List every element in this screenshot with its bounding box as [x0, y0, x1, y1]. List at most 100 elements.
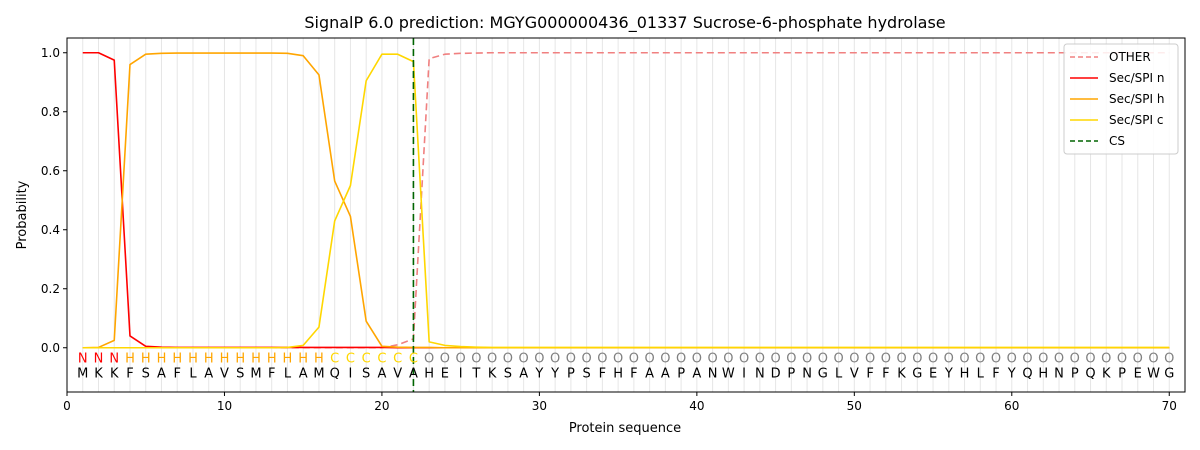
region-label: O	[818, 352, 828, 367]
region-label: O	[975, 352, 985, 367]
residue-letter: N	[755, 366, 765, 381]
residue-letter: I	[742, 366, 746, 381]
region-label: H	[251, 352, 261, 367]
residue-letter: P	[677, 366, 685, 381]
region-label: O	[1022, 352, 1032, 367]
region-label: O	[928, 352, 938, 367]
residue-letter: L	[835, 366, 843, 381]
region-label: O	[1085, 352, 1095, 367]
residue-letter: G	[1164, 366, 1174, 381]
residue-letter: N	[708, 366, 718, 381]
x-tick-label: 50	[847, 399, 862, 413]
region-label: C	[346, 352, 355, 367]
region-label: O	[613, 352, 623, 367]
residue-letter: P	[567, 366, 575, 381]
residue-letter: P	[787, 366, 795, 381]
residue-letter: P	[1071, 366, 1079, 381]
region-label: N	[94, 352, 104, 367]
region-label: O	[707, 352, 717, 367]
region-label: O	[912, 352, 922, 367]
region-label: C	[362, 352, 371, 367]
region-label: O	[534, 352, 544, 367]
region-label: O	[944, 352, 954, 367]
region-label: H	[298, 352, 308, 367]
region-label: N	[78, 352, 88, 367]
region-label: H	[267, 352, 277, 367]
region-label: C	[393, 352, 402, 367]
region-label: C	[330, 352, 339, 367]
region-label: H	[172, 352, 182, 367]
chart-title: SignalP 6.0 prediction: MGYG000000436_01…	[304, 13, 945, 33]
x-tick-label: 10	[217, 399, 232, 413]
residue-letter: Q	[1085, 366, 1095, 381]
region-label: C	[409, 352, 418, 367]
region-label: O	[896, 352, 906, 367]
legend-label: Sec/SPI n	[1109, 71, 1164, 85]
region-label: O	[865, 352, 875, 367]
region-label: O	[597, 352, 607, 367]
region-label: O	[660, 352, 670, 367]
region-label: O	[629, 352, 639, 367]
series-line-sec-spi-c	[82, 53, 1170, 349]
x-tick-label: 30	[532, 399, 547, 413]
region-label: O	[1148, 352, 1158, 367]
region-label: O	[770, 352, 780, 367]
residue-letter: F	[268, 366, 275, 381]
region-label: H	[204, 352, 214, 367]
y-tick-label: 1.0	[41, 46, 60, 60]
residue-letter: Q	[330, 366, 340, 381]
residue-letter: L	[977, 366, 985, 381]
region-label: O	[503, 352, 513, 367]
residue-letter: A	[377, 366, 386, 381]
region-label: O	[959, 352, 969, 367]
residue-letter: G	[912, 366, 922, 381]
residue-letter: V	[220, 366, 229, 381]
residue-letter: F	[992, 366, 999, 381]
residue-letter: T	[471, 366, 480, 381]
region-label: H	[235, 352, 245, 367]
residue-letter: I	[349, 366, 353, 381]
residue-letter: Q	[1022, 366, 1032, 381]
y-tick-label: 0.0	[41, 341, 60, 355]
plot-frame	[66, 37, 1186, 393]
region-label: O	[424, 352, 434, 367]
residue-letter: A	[661, 366, 670, 381]
region-label: O	[456, 352, 466, 367]
residue-letter: K	[94, 366, 103, 381]
legend-label: Sec/SPI c	[1109, 113, 1163, 127]
residue-letter: E	[1134, 366, 1142, 381]
residue-letter: G	[818, 366, 828, 381]
residue-letter: A	[692, 366, 701, 381]
region-label: O	[692, 352, 702, 367]
region-label: H	[157, 352, 167, 367]
region-label: O	[1007, 352, 1017, 367]
residue-letter: L	[284, 366, 292, 381]
residue-letter: F	[630, 366, 637, 381]
residue-letter: A	[299, 366, 308, 381]
region-label: O	[1101, 352, 1111, 367]
legend-box	[1063, 43, 1179, 155]
y-tick-label: 0.2	[41, 282, 60, 296]
region-label: O	[991, 352, 1001, 367]
series-line-sec-spi-h	[82, 52, 1170, 349]
residue-letter: A	[519, 366, 528, 381]
residue-letter: H	[424, 366, 434, 381]
region-label: O	[676, 352, 686, 367]
residue-letter: F	[882, 366, 889, 381]
region-label: O	[786, 352, 796, 367]
region-label: O	[582, 352, 592, 367]
region-label: O	[519, 352, 529, 367]
region-label: H	[283, 352, 293, 367]
region-label: O	[566, 352, 576, 367]
residue-letter: H	[613, 366, 623, 381]
region-label: O	[739, 352, 749, 367]
region-label: H	[125, 352, 135, 367]
region-label: O	[645, 352, 655, 367]
residue-letter: M	[313, 366, 324, 381]
y-tick-label: 0.8	[41, 105, 60, 119]
region-label: H	[314, 352, 324, 367]
region-label: O	[833, 352, 843, 367]
region-label: O	[755, 352, 765, 367]
residue-letter: E	[441, 366, 449, 381]
residue-letter: A	[157, 366, 166, 381]
